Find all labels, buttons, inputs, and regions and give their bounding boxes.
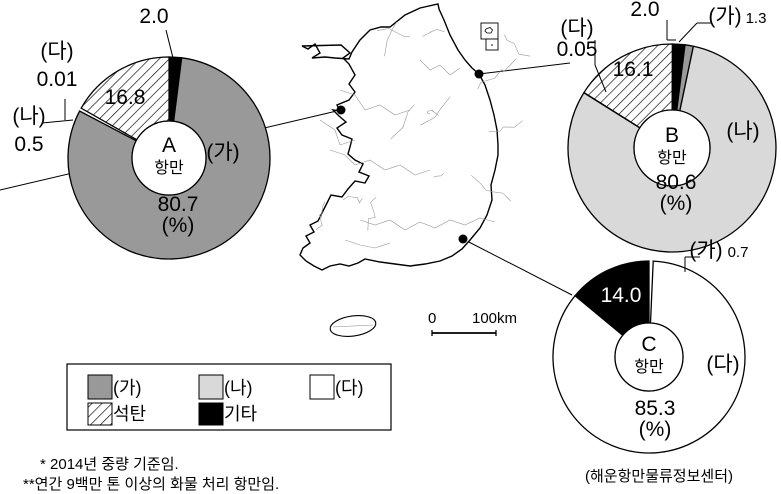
svg-text:80.6: 80.6 bbox=[656, 171, 697, 194]
svg-text:(다): (다) bbox=[560, 17, 593, 40]
svg-text:B: B bbox=[665, 124, 679, 147]
svg-text:(가): (가) bbox=[206, 141, 239, 164]
svg-text:(%): (%) bbox=[639, 418, 672, 441]
svg-text:항만: 항만 bbox=[657, 149, 687, 167]
svg-text:* 2014년 중량 기준임.: * 2014년 중량 기준임. bbox=[40, 456, 179, 473]
svg-text:80.7: 80.7 bbox=[158, 193, 199, 216]
svg-text:항만: 항만 bbox=[634, 358, 664, 376]
svg-text:**연간 9백만 톤 이상의 화물 처리 항만임.: **연간 9백만 톤 이상의 화물 처리 항만임. bbox=[23, 476, 279, 493]
svg-text:0.7: 0.7 bbox=[728, 244, 749, 261]
svg-text:기타: 기타 bbox=[224, 404, 258, 424]
svg-text:0.05: 0.05 bbox=[557, 38, 598, 61]
svg-text:100km: 100km bbox=[472, 310, 517, 327]
svg-text:항만: 항만 bbox=[154, 159, 184, 177]
svg-text:0.01: 0.01 bbox=[37, 68, 78, 91]
svg-text:(다): (다) bbox=[706, 353, 739, 376]
svg-text:(나): (나) bbox=[726, 120, 759, 143]
svg-text:(%): (%) bbox=[162, 214, 195, 237]
svg-text:(가): (가) bbox=[113, 378, 142, 398]
svg-text:85.3: 85.3 bbox=[635, 397, 676, 420]
svg-text:(다): (다) bbox=[335, 378, 364, 398]
svg-text:(해운항만물류정보센터): (해운항만물류정보센터) bbox=[585, 468, 733, 485]
svg-text:(%): (%) bbox=[660, 192, 693, 215]
svg-text:(다): (다) bbox=[40, 40, 73, 63]
svg-text:1.3: 1.3 bbox=[746, 10, 767, 27]
svg-text:0: 0 bbox=[428, 310, 436, 327]
svg-text:(나): (나) bbox=[224, 378, 253, 398]
svg-text:2.0: 2.0 bbox=[630, 0, 659, 21]
svg-text:16.8: 16.8 bbox=[105, 86, 146, 109]
svg-text:(가): (가) bbox=[689, 239, 722, 262]
svg-text:석탄: 석탄 bbox=[113, 404, 146, 424]
svg-text:0.5: 0.5 bbox=[14, 133, 43, 156]
svg-text:2.0: 2.0 bbox=[139, 5, 168, 28]
svg-text:A: A bbox=[162, 134, 176, 157]
svg-text:C: C bbox=[641, 333, 656, 356]
svg-text:(나): (나) bbox=[12, 105, 45, 128]
svg-text:16.1: 16.1 bbox=[613, 58, 654, 81]
svg-text:(가): (가) bbox=[708, 5, 741, 28]
svg-text:14.0: 14.0 bbox=[601, 284, 642, 307]
